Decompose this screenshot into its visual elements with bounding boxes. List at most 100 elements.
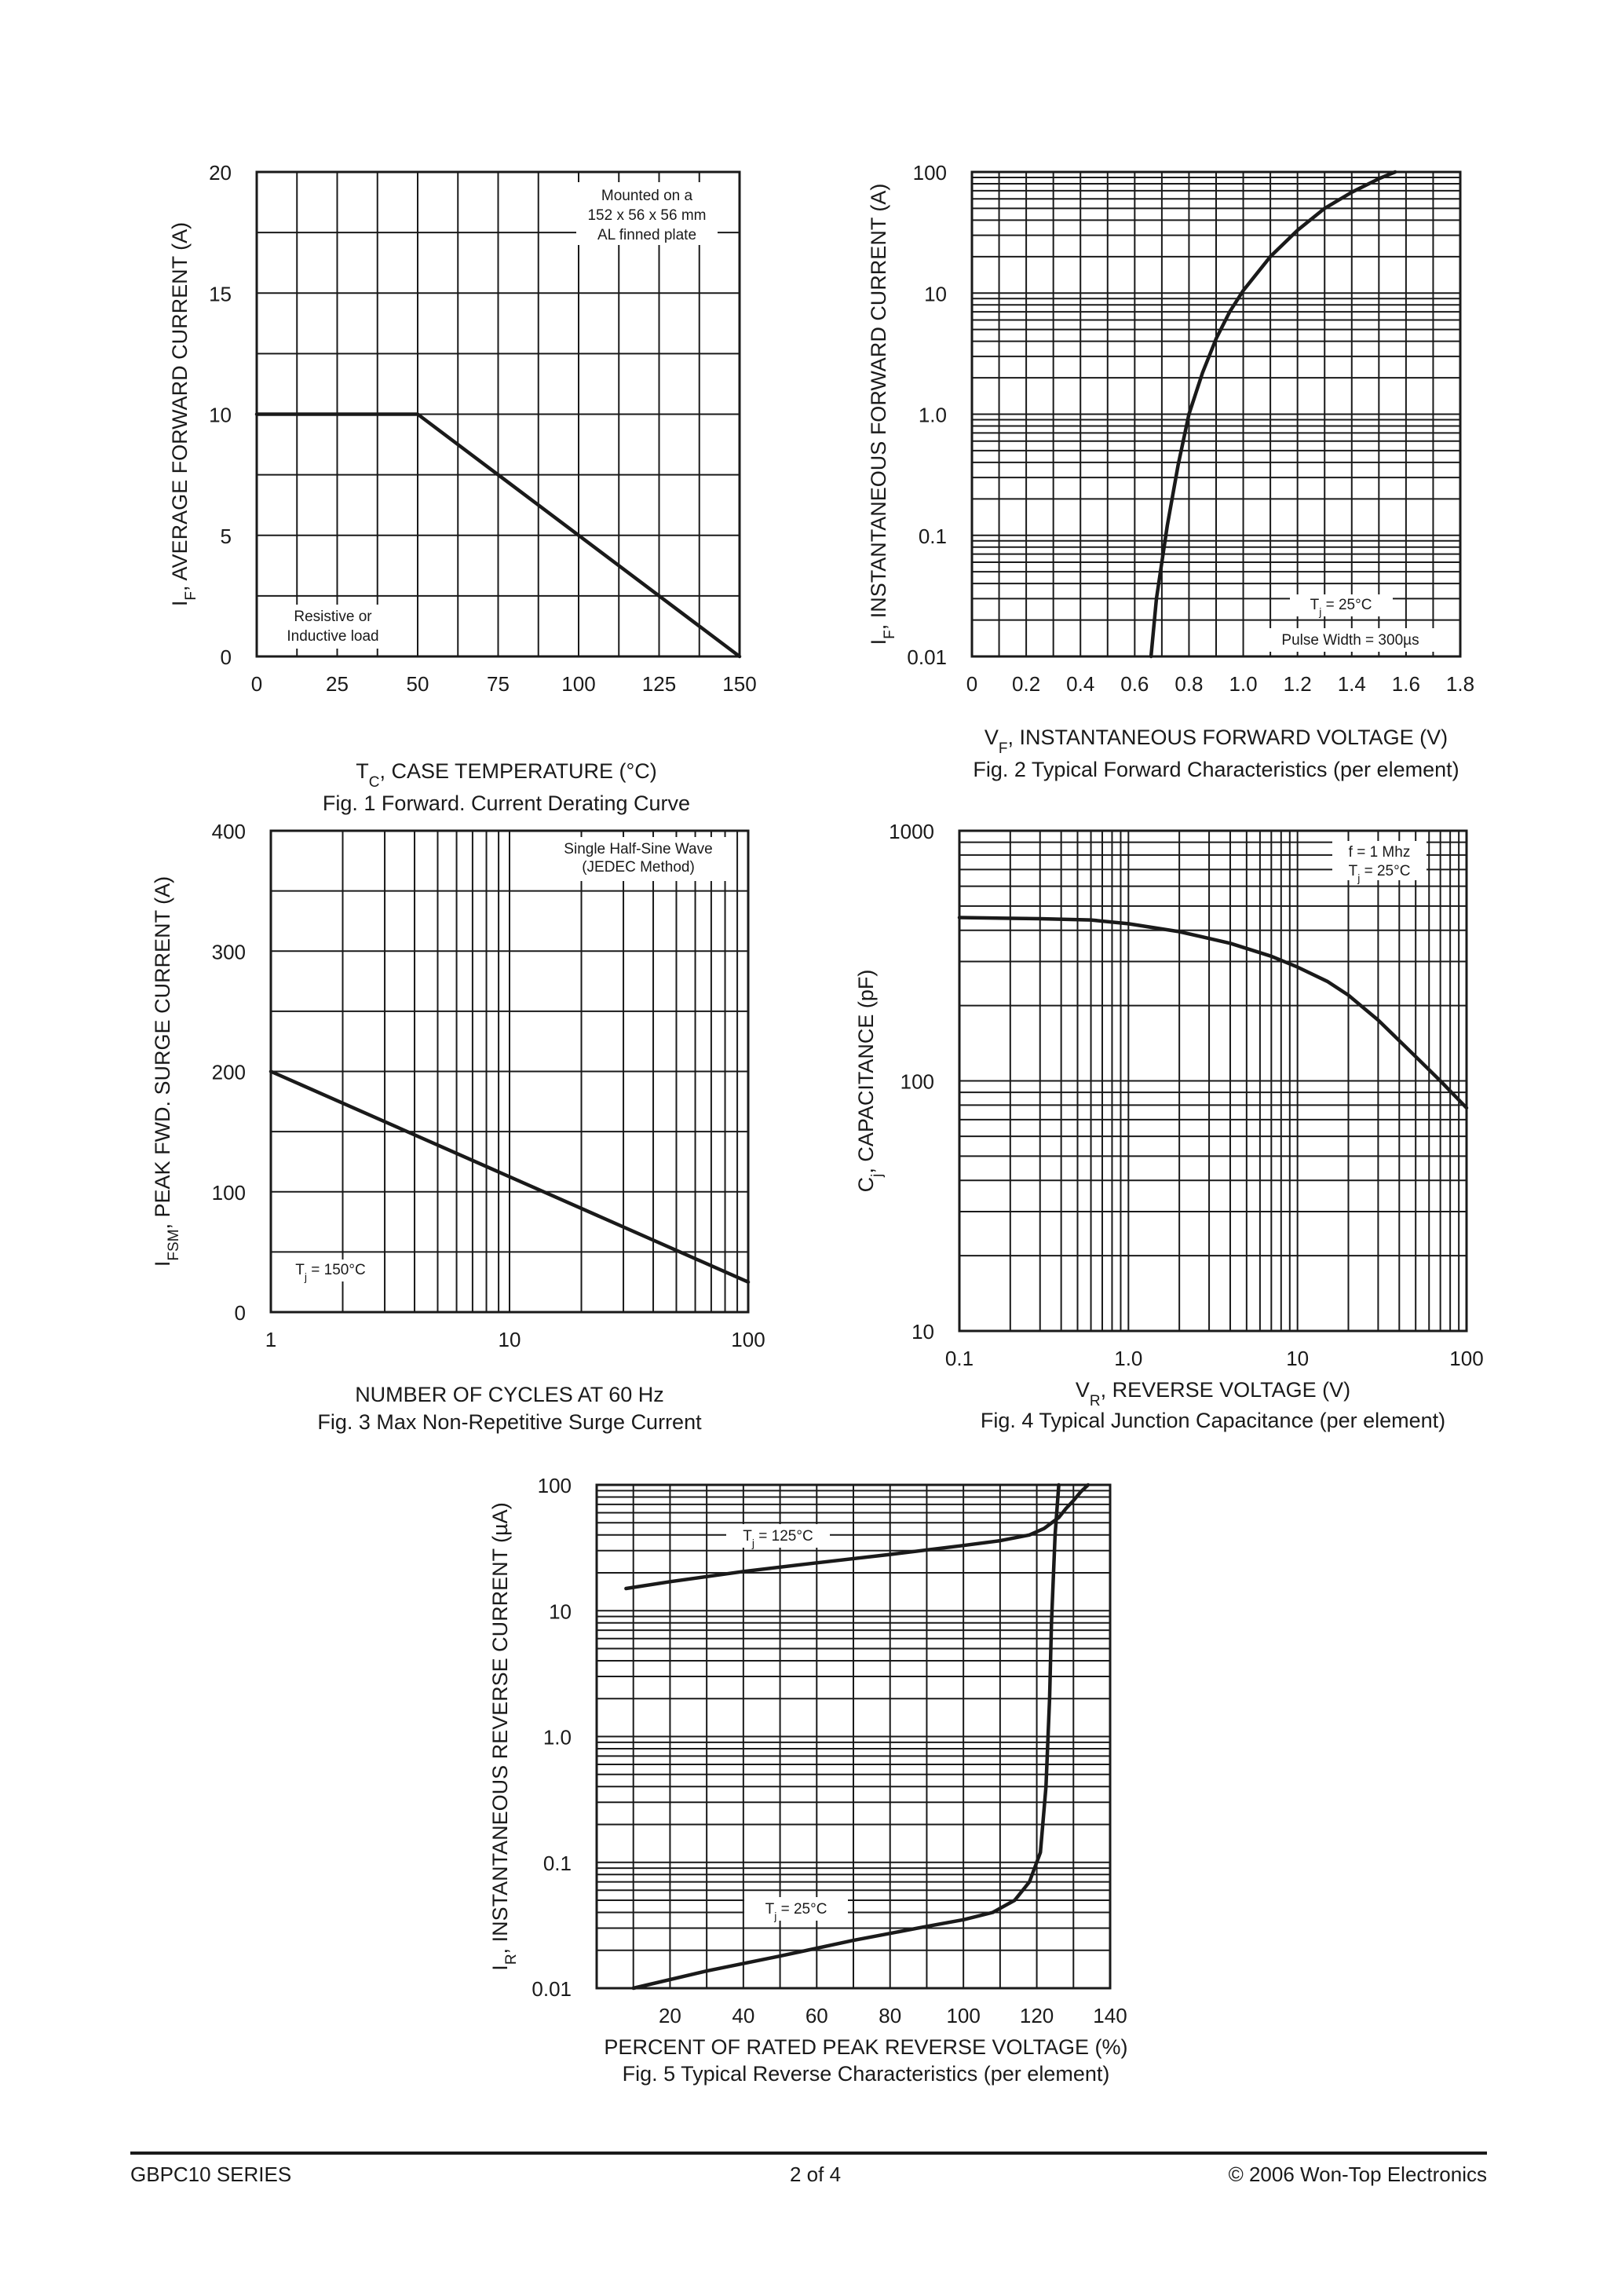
fig1-xtick-label: 0 (251, 672, 262, 696)
fig4-ytick-label: 100 (901, 1070, 934, 1094)
fig3-xtick-label: 100 (731, 1328, 765, 1351)
fig3-xlabel: NUMBER OF CYCLES AT 60 Hz (355, 1383, 664, 1406)
fig3-xtick-label: 10 (499, 1328, 521, 1351)
fig5-xtick-label: 120 (1020, 2004, 1054, 2027)
fig2-xtick-label: 0.8 (1174, 672, 1203, 696)
fig5-frame (595, 1483, 1112, 1990)
fig5-xtick-label: 100 (946, 2004, 980, 2027)
fig3-wave-note-bg (546, 837, 730, 881)
fig5-xtick-label: 40 (732, 2004, 754, 2027)
fig2-xtick-label: 1.2 (1284, 672, 1312, 696)
fig3-series-1-line (269, 1069, 751, 1284)
fig3-temp-note: Tj = 150°C (295, 1262, 365, 1283)
fig1-mounting-note-line: AL finned plate (597, 227, 696, 243)
footer-rule (130, 2152, 1487, 2155)
fig1-ytick-label: 5 (221, 525, 232, 548)
fig3-temp-note-bg (287, 1260, 374, 1281)
fig5-caption: Fig. 5 Typical Reverse Characteristics (… (623, 2062, 1110, 2086)
fig2-forward-characteristics-chart: 0 0.2 0.4 0.6 0.8 1.0 1.2 1.4 1.6 1.8 0.01 0.1 1.0 10… (867, 161, 1474, 781)
fig3-ytick-label: 100 (212, 1181, 246, 1205)
fig2-pulse-note: Pulse Width = 300µs (1281, 632, 1419, 649)
fig2-ylabel: IF, INSTANTANEOUS FORWARD CURRENT (A) (867, 184, 898, 645)
fig3-ytick-label: 0 (235, 1301, 246, 1325)
fig2-series-1-line (1149, 170, 1397, 659)
fig1-load-note-line: Inductive load (287, 628, 378, 645)
fig1-caption: Fig. 1 Forward. Current Derating Curve (323, 792, 690, 815)
fig1-forward-current-derating-chart: 0 25 50 75 100 125 150 0 5 10 15 20 TC, CASE TEMPERA… (168, 161, 757, 815)
fig5-hot-note-bg (726, 1524, 830, 1548)
fig3-wave-note-line: (JEDEC Method) (582, 859, 695, 876)
fig2-xtick-label: 1.6 (1392, 672, 1420, 696)
fig2-xtick-label: 0 (966, 672, 977, 696)
footer-copyright: © 2006 Won-Top Electronics (1228, 2163, 1487, 2186)
fig5-series-1-line (624, 1483, 1090, 1591)
fig4-series-1-line (957, 916, 1469, 1110)
fig1-load-note-bg (275, 605, 389, 649)
fig5-xtick-label: 80 (879, 2004, 901, 2027)
fig4-xtick-label: 10 (1286, 1347, 1309, 1370)
fig1-xtick-label: 75 (487, 672, 510, 696)
fig2-pulse-note-bg (1262, 628, 1439, 652)
fig2-ytick-label: 10 (924, 282, 947, 305)
fig2-xtick-label: 1.8 (1446, 672, 1474, 696)
fig2-frame (970, 170, 1462, 658)
fig5-ytick-label: 1.0 (543, 1726, 572, 1749)
fig5-ytick-label: 0.1 (543, 1852, 572, 1875)
fig2-caption: Fig. 2 Typical Forward Characteristics (… (973, 758, 1459, 781)
fig3-ytick-label: 200 (212, 1061, 246, 1084)
fig2-xtick-label: 1.4 (1338, 672, 1366, 696)
fig4-temp-note: Tj = 25°C (1349, 863, 1411, 884)
fig5-ytick-label: 10 (549, 1600, 572, 1623)
fig4-frame (958, 829, 1468, 1333)
fig1-mounting-note-line: Mounted on a (601, 188, 693, 204)
fig2-xtick-label: 0.2 (1012, 672, 1040, 696)
fig4-junction-capacitance-chart: 0.1 1.0 10 100 10 100 1000 VR, REVERSE VOLTAGE … (854, 820, 1484, 1432)
fig5-ytick-label: 0.01 (532, 1977, 572, 2001)
fig1-xlabel: TC, CASE TEMPERATURE (°C) (356, 759, 657, 791)
fig1-mounting-note-line: 152 x 56 x 56 mm (587, 207, 706, 224)
fig3-xtick-label: 1 (265, 1328, 276, 1351)
fig4-grid (959, 830, 1467, 1332)
fig1-load-note-line: Resistive or (294, 609, 372, 625)
fig5-cold-temp-note: Tj = 25°C (765, 1901, 827, 1922)
fig3-caption: Fig. 3 Max Non-Repetitive Surge Current (317, 1410, 702, 1434)
fig4-ytick-label: 1000 (889, 820, 934, 843)
fig1-mounting-note-bg (576, 182, 718, 245)
fig1-ytick-label: 10 (209, 404, 232, 427)
fig2-temp-note: Tj = 25°C (1310, 597, 1372, 618)
fig5-ylabel: IR, INSTANTANEOUS REVERSE CURRENT (µA) (488, 1502, 520, 1970)
fig4-xlabel: VR, REVERSE VOLTAGE (V) (1076, 1378, 1350, 1409)
fig1-series-1-line (254, 412, 742, 659)
fig4-caption: Fig. 4 Typical Junction Capacitance (per… (981, 1409, 1445, 1432)
fig2-xlabel: VF, INSTANTANEOUS FORWARD VOLTAGE (V) (985, 726, 1448, 757)
fig2-grid (971, 171, 1461, 657)
fig1-xtick-label: 150 (722, 672, 756, 696)
fig1-xtick-label: 50 (407, 672, 429, 696)
fig1-ylabel: IF, AVERAGE FORWARD CURRENT (A) (168, 222, 199, 606)
fig2-xtick-label: 0.4 (1066, 672, 1094, 696)
fig4-ylabel: Cj, CAPACITANCE (pF) (854, 970, 886, 1193)
fig4-xtick-label: 100 (1449, 1347, 1483, 1370)
footer-series-name: GBPC10 SERIES (130, 2163, 292, 2186)
fig5-hot-temp-note: Tj = 125°C (743, 1528, 813, 1549)
fig5-xtick-label: 140 (1093, 2004, 1127, 2027)
fig4-freq-note: f = 1 Mhz (1349, 844, 1411, 861)
fig1-xtick-label: 100 (561, 672, 595, 696)
fig5-series-2-line (631, 1483, 1061, 1991)
fig5-cold-note-bg (744, 1897, 848, 1921)
fig3-ylabel: IFSM, PEAK FWD. SURGE CURRENT (A) (151, 876, 182, 1267)
fig4-xtick-label: 1.0 (1114, 1347, 1142, 1370)
fig4-xtick-label: 0.1 (945, 1347, 974, 1370)
fig5-xlabel: PERCENT OF RATED PEAK REVERSE VOLTAGE (%… (604, 2035, 1127, 2059)
fig5-reverse-characteristics-chart: 20 40 60 80 100 120 140 0.01 0.1 1.0 10 100 PERCENT … (488, 1474, 1128, 2086)
fig3-ytick-label: 300 (212, 940, 246, 963)
fig2-ytick-label: 1.0 (919, 404, 947, 427)
fig1-ytick-label: 0 (221, 645, 232, 669)
fig1-xtick-label: 125 (642, 672, 676, 696)
fig1-ytick-label: 20 (209, 161, 232, 185)
fig2-ytick-label: 0.01 (907, 645, 947, 669)
fig3-ytick-label: 400 (212, 820, 246, 843)
fig3-surge-current-chart: 1 10 100 0 100 200 300 400 NUMBER OF CYCLES AT 6… (151, 820, 765, 1434)
footer-page-number: 2 of 4 (790, 2163, 842, 2186)
